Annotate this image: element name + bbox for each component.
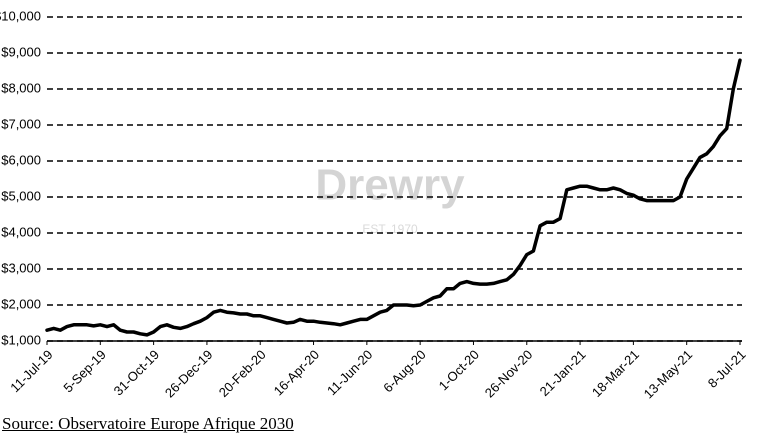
y-tick-label: $10,000 <box>0 8 41 23</box>
y-tick-label: $4,000 <box>1 224 41 239</box>
x-tick-label: 1-Oct-20 <box>436 347 482 393</box>
watermark: Drewry <box>315 161 465 210</box>
x-tick-label: 21-Jan-21 <box>537 347 589 399</box>
y-tick-label: $1,000 <box>1 332 41 347</box>
y-tick-label: $5,000 <box>1 188 41 203</box>
x-tick-label: 11-Jun-20 <box>324 347 375 398</box>
source: Source: Observatoire Europe Afrique 2030 <box>2 414 294 433</box>
y-tick-label: $3,000 <box>1 260 41 275</box>
x-tick-label: 8-Jul-21 <box>705 347 749 391</box>
y-tick-label: $7,000 <box>1 116 41 131</box>
x-tick-label: 26-Dec-19 <box>162 347 216 401</box>
y-tick-label: $6,000 <box>1 152 41 167</box>
x-tick-label: 5-Sep-19 <box>60 347 108 395</box>
x-tick-label: 6-Aug-20 <box>380 347 428 395</box>
x-tick-label: 20-Feb-20 <box>216 347 269 400</box>
x-tick-label: 13-May-21 <box>641 347 696 402</box>
x-tick-label: 18-Mar-21 <box>589 347 642 400</box>
x-tick-label: 11-Jul-19 <box>7 347 55 395</box>
y-tick-label: $2,000 <box>1 296 41 311</box>
y-tick-label: $8,000 <box>1 80 41 95</box>
x-tick-label: 31-Oct-19 <box>111 347 162 398</box>
y-tick-label: $9,000 <box>1 44 41 59</box>
watermark-sub: EST. 1970 <box>362 222 418 236</box>
x-tick-label: 16-Apr-20 <box>271 347 322 398</box>
x-tick-label: 26-Nov-20 <box>482 347 536 401</box>
line <box>45 58 742 337</box>
